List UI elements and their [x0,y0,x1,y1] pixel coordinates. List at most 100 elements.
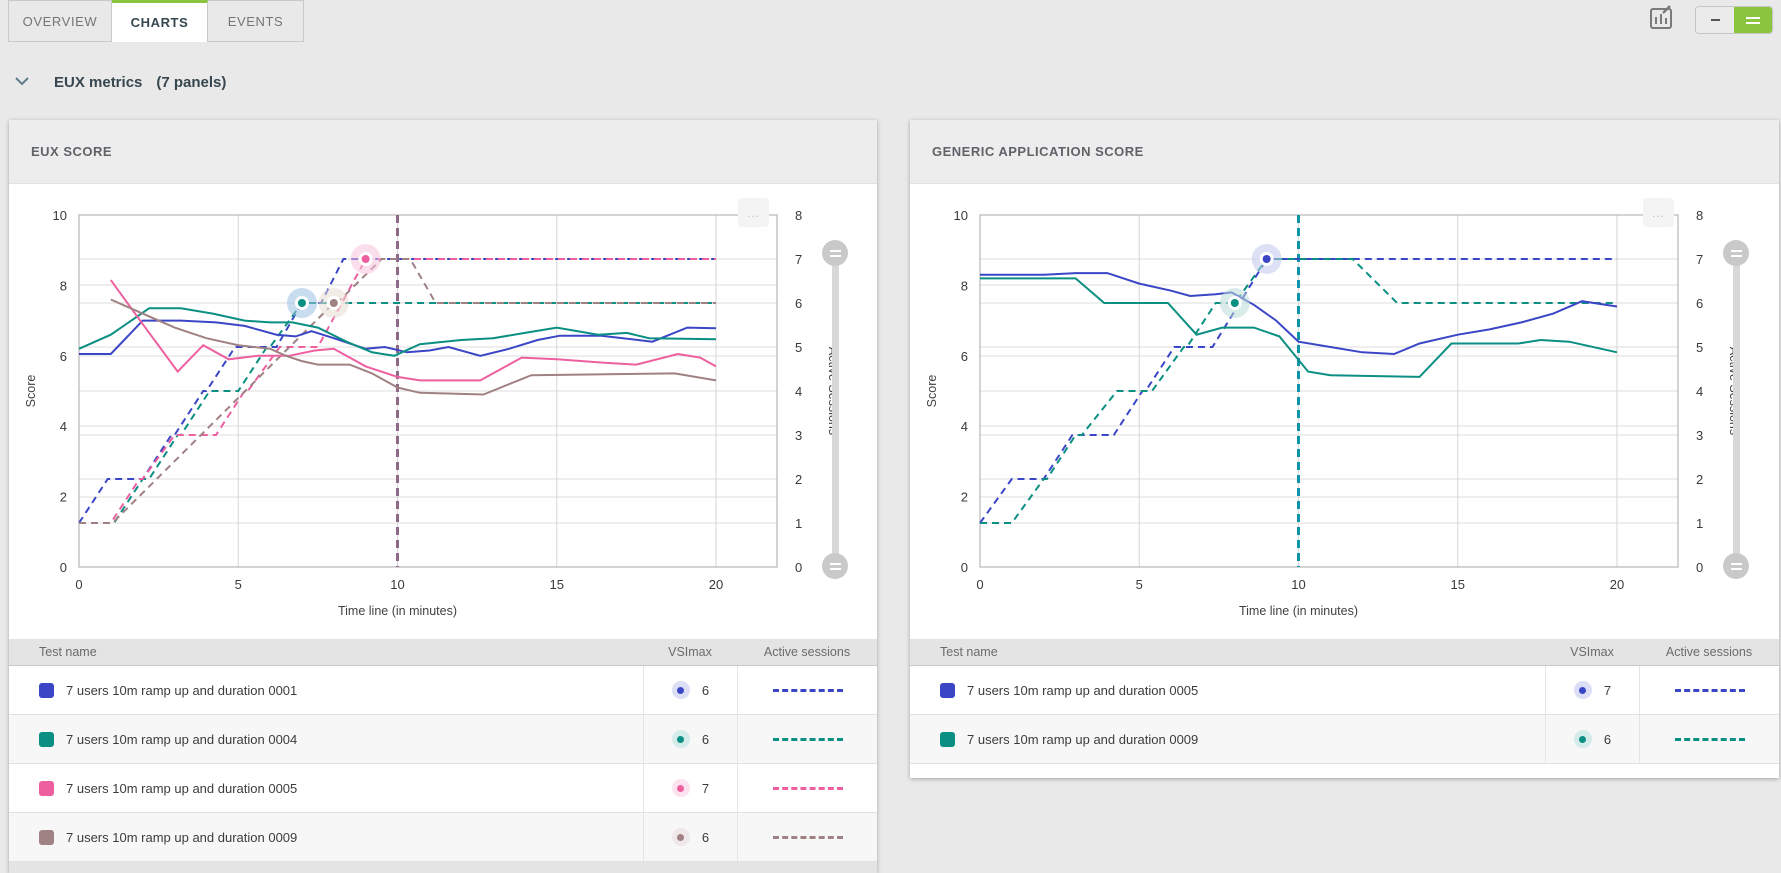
collapse-section-button[interactable] [14,73,30,91]
series-color-swatch [39,780,54,796]
column-header-active-sessions: Active sessions [763,645,851,659]
table-row[interactable]: 7 users 10m ramp up and duration 0005 7 [9,764,877,813]
active-sessions-cell [1639,666,1779,714]
series-line-dashed [79,302,716,524]
axis-tick-label: 4 [795,384,802,399]
test-name-cell: 7 users 10m ramp up and duration 0001 [9,666,643,714]
tab-charts[interactable]: CHARTS [112,0,208,42]
series-color-swatch [39,731,54,747]
vsimax-marker-icon [671,779,690,797]
active-sessions-line-swatch [772,786,843,790]
x-axis-title: Time line (in minutes) [338,604,457,618]
panel-title: EUX SCORE [31,144,113,159]
series-color-swatch [39,829,54,845]
chart-more-button[interactable]: ... [1643,198,1674,227]
series-line-solid [78,307,717,357]
layout-two-column-button[interactable] [1734,7,1772,33]
vsimax-value: 7 [1603,682,1612,698]
test-name: 7 users 10m ramp up and duration 0005 [66,780,298,796]
axis-range-slider-lower-handle[interactable] [822,553,848,579]
axis-tick-label: 2 [1696,472,1703,487]
table-row[interactable]: 7 users 10m ramp up and duration 0009 6 [9,813,877,862]
vsimax-marker-icon [1573,730,1592,748]
column-header-test-name: Test name [940,645,998,659]
axis-tick-label: 6 [60,349,67,364]
axis-tick-label: 5 [1696,340,1703,355]
axis-tick-label: 6 [961,349,968,364]
panel-eux-score: EUX SCORE 0 2 4 6 8 10 0 1 2 3 4 5 6 7 8 0 5 10 15 20 Score A… [9,120,877,873]
active-sessions-cell [737,764,877,812]
table-row[interactable]: 7 users 10m ramp up and duration 0004 6 [9,715,877,764]
series-line-solid [980,272,1618,356]
chart-more-button[interactable]: ... [738,198,769,227]
layout-toggle [1695,6,1773,34]
vsimax-cell: 6 [643,666,737,714]
series-line-solid [109,279,717,382]
line-chart-canvas[interactable]: 024681001234567805101520ScoreActive Sess… [9,184,877,639]
active-sessions-cell [737,715,877,763]
axis-range-slider-lower-handle[interactable] [1723,553,1749,579]
axis-tick-label: 15 [550,577,564,592]
layout-single-column-button[interactable] [1696,7,1734,33]
axis-tick-label: 3 [1696,428,1703,443]
axis-tick-label: 7 [795,252,802,267]
test-name-cell: 7 users 10m ramp up and duration 0009 [910,715,1545,763]
vsimax-marker[interactable] [1262,255,1271,263]
series-color-swatch [39,682,54,698]
axis-range-slider[interactable] [1733,253,1740,579]
axis-tick-label: 5 [1136,577,1143,592]
bar-chart-edit-icon [1648,4,1675,36]
chevron-down-icon [14,73,30,91]
vsimax-value: 6 [701,829,710,845]
axis-tick-label: 10 [954,208,968,223]
tab-overview[interactable]: OVERVIEW [8,0,112,42]
series-line-solid [79,319,717,357]
axis-tick-label: 2 [60,490,67,505]
active-sessions-cell [1639,715,1779,763]
vsimax-marker[interactable] [1230,299,1239,307]
vsimax-marker-icon [1573,681,1592,699]
axis-tick-label: 2 [961,490,968,505]
table-row[interactable]: 7 users 10m ramp up and duration 0009 6 [910,715,1779,764]
line-chart-canvas[interactable]: 024681001234567805101520ScoreActive Sess… [910,184,1779,639]
table-row[interactable]: 7 users 10m ramp up and duration 0005 7 [910,666,1779,715]
tab-strip: OVERVIEW CHARTS EVENTS [8,0,304,42]
column-header-vsimax: VSImax [1570,645,1614,659]
vsimax-marker[interactable] [329,299,338,307]
axis-tick-label: 4 [60,419,67,434]
vsimax-cell: 7 [1545,666,1639,714]
axis-tick-label: 6 [1696,296,1703,311]
axis-tick-label: 0 [795,560,802,575]
legend-table-header: Test name VSImax Active sessions [910,639,1779,666]
legend-table-header: Test name VSImax Active sessions [9,639,877,666]
section-panel-count: (7 panels) [156,73,227,91]
vsimax-value: 7 [701,780,710,796]
axis-range-slider-upper-handle[interactable] [822,240,848,266]
two-column-icon [1746,16,1760,24]
axis-tick-label: 1 [1696,516,1703,531]
vsimax-marker[interactable] [361,255,370,263]
axis-tick-label: 15 [1451,577,1465,592]
legend-table: Test name VSImax Active sessions 7 users… [9,639,877,873]
axis-range-slider[interactable] [832,253,839,579]
axis-tick-label: 8 [1696,208,1703,223]
tab-events[interactable]: EVENTS [208,0,304,42]
series-line-solid [980,277,1618,378]
vsimax-marker[interactable] [297,299,306,307]
test-name: 7 users 10m ramp up and duration 0005 [967,682,1199,698]
test-name: 7 users 10m ramp up and duration 0001 [66,682,298,698]
axis-tick-label: 8 [961,278,968,293]
test-name-cell: 7 users 10m ramp up and duration 0009 [9,813,643,861]
axis-tick-label: 8 [60,278,67,293]
axis-range-slider-upper-handle[interactable] [1723,240,1749,266]
active-sessions-cell [737,666,877,714]
table-row[interactable]: 7 users 10m ramp up and duration 0001 6 [9,666,877,715]
axis-tick-label: 7 [1696,252,1703,267]
axis-tick-label: 5 [795,340,802,355]
test-name-cell: 7 users 10m ramp up and duration 0005 [9,764,643,812]
series-color-swatch [940,731,955,747]
edit-chart-button[interactable] [1645,4,1677,36]
plot-border [979,214,1679,568]
vsimax-cell: 6 [643,715,737,763]
axis-tick-label: 20 [1610,577,1624,592]
